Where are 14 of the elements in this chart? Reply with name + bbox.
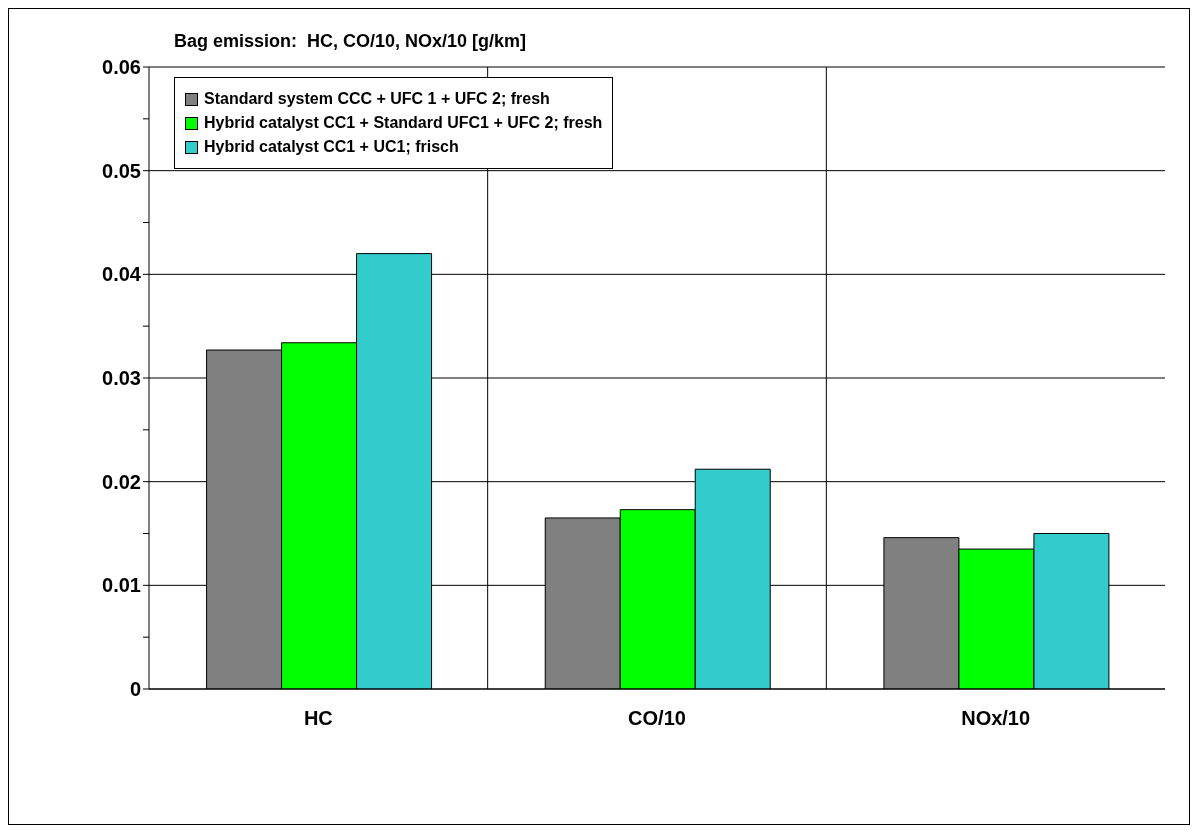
y-tick-label: 0.04 — [102, 263, 142, 286]
x-tick-label: CO/10 — [628, 707, 686, 730]
y-tick-label: 0.05 — [102, 159, 141, 182]
legend-label: Standard system CCC + UFC 1 + UFC 2; fresh — [204, 90, 550, 108]
y-tick-label: 0.06 — [102, 56, 141, 79]
legend-label: Hybrid catalyst CC1 + UC1; frisch — [204, 138, 459, 156]
x-tick-label: NOx/10 — [961, 707, 1031, 730]
y-tick-label: 0.01 — [102, 574, 141, 597]
legend-label: Hybrid catalyst CC1 + Standard UFC1 + UFC 2; fresh — [204, 114, 603, 132]
x-tick-label: HC — [303, 707, 333, 730]
chart-title: Bag emission: HC, CO/10, NOx/10 [g/km] — [174, 31, 527, 52]
y-tick-label: 0 — [129, 678, 141, 701]
y-tick-label: 0.02 — [102, 470, 141, 493]
y-tick-label: 0.03 — [102, 367, 141, 390]
